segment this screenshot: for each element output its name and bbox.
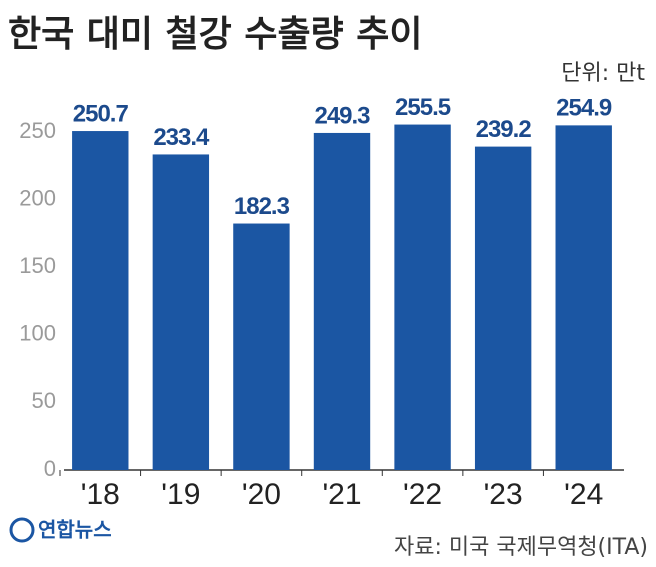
bar <box>313 132 371 470</box>
unit-label: 단위: 만t <box>561 61 645 86</box>
bar <box>233 223 290 470</box>
x-tick-label: '21 <box>322 478 361 511</box>
y-tick-label: 100 <box>19 321 56 346</box>
x-tick-label: '22 <box>403 478 442 511</box>
y-tick-label: 200 <box>19 185 56 210</box>
y-tick-label: 0 <box>44 456 56 481</box>
value-label: 233.4 <box>153 124 210 151</box>
value-label: 250.7 <box>73 100 129 127</box>
x-tick-label: '18 <box>81 478 120 511</box>
x-tick-label: '19 <box>161 478 200 511</box>
value-label: 254.9 <box>556 95 612 122</box>
value-label: 182.3 <box>234 193 290 220</box>
logo-icon <box>9 517 35 543</box>
value-label: 239.2 <box>476 116 532 143</box>
source: 자료: 미국 국제무역청(ITA) <box>394 535 648 560</box>
bar <box>394 124 451 471</box>
y-tick-label: 150 <box>19 253 56 278</box>
x-tick-label: '24 <box>564 478 603 511</box>
y-tick-label: 50 <box>32 388 56 413</box>
bar <box>152 154 210 470</box>
value-label: 249.3 <box>314 102 370 129</box>
bar <box>555 125 612 471</box>
value-label: 255.5 <box>395 94 451 121</box>
x-tick-label: '23 <box>484 478 523 511</box>
bar <box>72 131 129 471</box>
logo: 연합뉴스 <box>9 517 112 543</box>
x-tick-label: '20 <box>242 478 281 511</box>
bar <box>474 146 532 470</box>
logo-text: 연합뉴스 <box>38 518 112 542</box>
chart-title: 한국 대미 철강 수출량 추이 <box>8 14 422 55</box>
y-tick-label: 250 <box>19 118 56 143</box>
